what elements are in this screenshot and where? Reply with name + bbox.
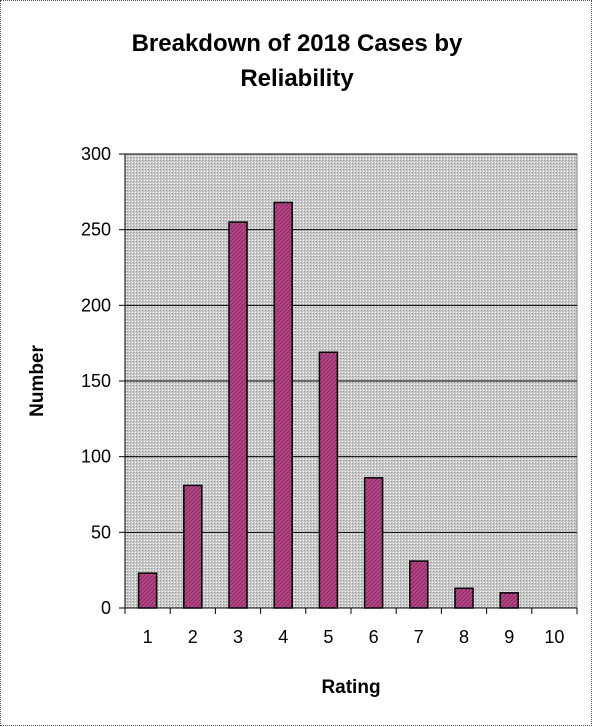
x-tick-label: 7 bbox=[414, 627, 424, 647]
bar-rating-9 bbox=[499, 592, 519, 609]
x-tick-label: 6 bbox=[369, 627, 379, 647]
x-tick-label: 5 bbox=[323, 627, 333, 647]
chart-title-line-1: Breakdown of 2018 Cases by bbox=[132, 30, 463, 57]
bar-rating-5 bbox=[318, 351, 339, 609]
bar-rating-7 bbox=[409, 560, 429, 609]
y-tick-label: 250 bbox=[81, 220, 111, 240]
x-tick-label: 4 bbox=[278, 627, 288, 647]
bar-rating-2 bbox=[183, 484, 203, 609]
bar-rating-4 bbox=[273, 201, 293, 609]
x-ticks: 1 2 3 4 5 6 7 8 9 10 bbox=[124, 608, 578, 647]
x-tick-label: 1 bbox=[143, 627, 153, 647]
y-tick-label: 300 bbox=[81, 144, 111, 164]
bar-rating-8 bbox=[454, 587, 474, 609]
x-tick-label: 10 bbox=[544, 627, 564, 647]
bar-rating-1 bbox=[137, 572, 158, 609]
y-tick-label: 100 bbox=[81, 447, 111, 467]
x-axis-title: Rating bbox=[321, 677, 380, 698]
x-tick-label: 3 bbox=[233, 627, 243, 647]
y-tick-label: 50 bbox=[91, 522, 111, 542]
y-tick-label: 150 bbox=[81, 371, 111, 391]
chart-title-line-2: Reliability bbox=[240, 65, 354, 92]
bars bbox=[137, 201, 519, 609]
x-tick-label: 8 bbox=[459, 627, 469, 647]
bar-rating-3 bbox=[228, 221, 248, 609]
x-tick-label: 9 bbox=[504, 627, 514, 647]
y-axis-title: Number bbox=[27, 345, 48, 417]
y-tick-label: 0 bbox=[101, 598, 111, 618]
y-ticks: 0 50 100 150 200 250 300 bbox=[81, 144, 125, 618]
bar-rating-6 bbox=[363, 477, 384, 609]
x-tick-label: 2 bbox=[188, 627, 198, 647]
y-tick-label: 200 bbox=[81, 295, 111, 315]
